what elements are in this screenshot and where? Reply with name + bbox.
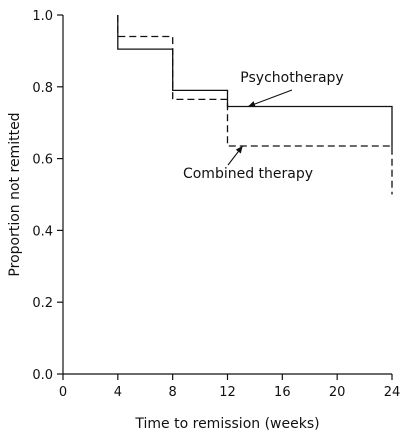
x-tick-label: 24 <box>384 385 401 400</box>
x-tick-label: 12 <box>219 385 236 400</box>
annotation-label: Psychotherapy <box>240 70 343 86</box>
series-layer <box>117 15 393 195</box>
arrow-head-icon <box>248 101 256 108</box>
y-tick-label: 0.4 <box>32 224 53 239</box>
arrow-head-icon <box>235 146 243 154</box>
y-tick-label: 0.0 <box>32 368 53 383</box>
x-tick-label: 4 <box>114 385 122 400</box>
x-tick-label: 0 <box>59 385 67 400</box>
y-axis-title: Proportion not remitted <box>7 112 23 276</box>
y-tick-label: 0.6 <box>32 153 53 168</box>
y-tick-label: 0.8 <box>32 81 53 96</box>
x-tick-label: 20 <box>329 385 346 400</box>
series-psychotherapy <box>117 15 393 148</box>
y-tick-label: 0.2 <box>32 296 53 311</box>
x-ticks: 0 4 8 12 16 20 24 <box>59 374 400 400</box>
annotation-label: Combined therapy <box>183 166 313 182</box>
y-ticks: 0.0 0.2 0.4 0.6 0.8 1.0 <box>32 9 63 383</box>
series-combined-therapy <box>117 15 393 195</box>
x-axis-title: Time to remission (weeks) <box>134 416 319 432</box>
axes <box>62 15 392 375</box>
annotations: Psychotherapy Combined therapy <box>183 70 344 182</box>
y-tick-label: 1.0 <box>32 9 53 24</box>
x-tick-label: 16 <box>274 385 291 400</box>
annotation-arrow <box>247 89 293 108</box>
x-tick-label: 8 <box>169 385 177 400</box>
